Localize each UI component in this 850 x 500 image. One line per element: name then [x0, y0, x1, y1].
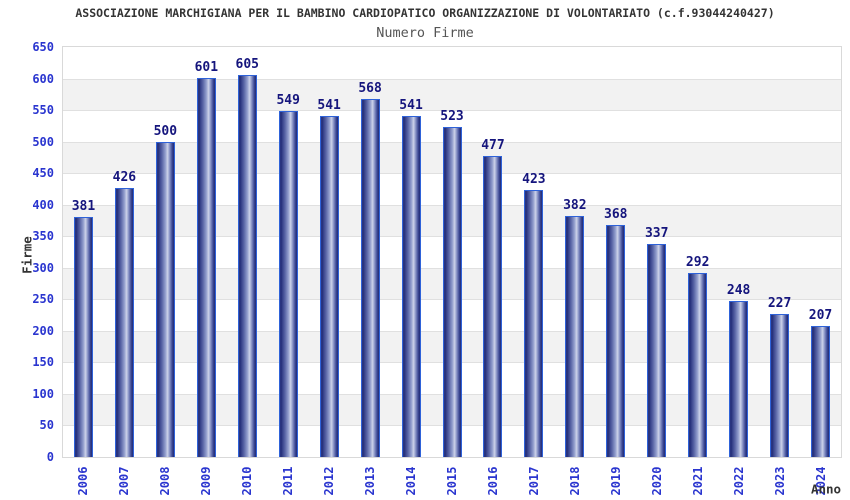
plot-band	[63, 78, 841, 111]
bar-2015	[442, 127, 462, 457]
x-tick-label: 2010	[240, 466, 255, 496]
gridline	[63, 78, 841, 80]
bar-2024	[811, 326, 831, 457]
bar-value-label: 382	[563, 198, 587, 214]
x-tick-label: 2007	[117, 466, 132, 496]
bar-value-label: 292	[685, 254, 710, 270]
bar-value-label: 248	[726, 282, 751, 298]
bar-2014	[401, 115, 421, 457]
y-tick-label: 100	[32, 386, 54, 401]
bar-2009	[196, 77, 216, 457]
bar-value-label: 549	[276, 92, 300, 108]
y-tick-label: 300	[32, 260, 54, 275]
y-tick-label: 550	[32, 103, 54, 118]
bar-value-label: 541	[317, 97, 341, 113]
bar-value-label: 568	[358, 80, 382, 96]
y-tick-label: 500	[32, 134, 54, 149]
y-tick-label: 250	[32, 292, 54, 307]
y-tick-label: 150	[32, 355, 54, 370]
x-tick-label: 2021	[690, 466, 705, 496]
chart-subtitle: Numero Firme	[376, 25, 474, 41]
y-tick-label: 450	[32, 166, 54, 181]
x-tick-label: 2008	[158, 466, 173, 496]
x-tick-label: 2015	[445, 466, 459, 496]
y-tick-label: 600	[32, 71, 54, 86]
bar-value-label: 337	[644, 226, 669, 242]
bar-value-label: 368	[604, 206, 628, 222]
x-tick-label: 2009	[199, 466, 214, 496]
bar-2022	[729, 300, 749, 457]
bar-value-label: 207	[808, 308, 833, 324]
bar-2013	[360, 98, 380, 457]
x-tick-label: 2023	[772, 466, 787, 496]
x-tick-label: 2019	[608, 466, 623, 496]
x-tick-label: 2022	[731, 466, 746, 496]
y-axis-title: Firme	[19, 236, 35, 274]
x-tick-label: 2018	[567, 466, 582, 496]
y-tick-label: 400	[32, 197, 54, 212]
bar-value-label: 500	[153, 123, 178, 139]
bar-2008	[155, 141, 175, 457]
x-axis-title: Anno	[810, 481, 842, 497]
bar-2006	[73, 216, 93, 457]
bar-value-label: 523	[440, 109, 464, 125]
plot-area: 381 426 500 601 605 549 541 568 541 523 477 423 382 3…	[62, 46, 842, 458]
bar-value-label: 541	[399, 97, 423, 113]
bar-2021	[688, 272, 708, 457]
chart-title: ASSOCIAZIONE MARCHIGIANA PER IL BAMBINO …	[75, 6, 775, 20]
x-tick-label: 2020	[649, 466, 664, 496]
y-tick-label: 650	[32, 40, 54, 54]
bar-value-label: 227	[767, 295, 792, 311]
bar-2007	[114, 188, 134, 457]
x-tick-label: 2016	[485, 466, 500, 496]
plot-band	[63, 47, 841, 79]
y-tick-label: 50	[39, 418, 54, 433]
bar-value-label: 426	[112, 170, 137, 186]
bar-2018	[565, 216, 585, 457]
x-tick-label: 2006	[76, 466, 91, 496]
bar-value-label: 601	[194, 59, 219, 75]
bar-value-label: 477	[481, 138, 505, 154]
bar-value-label: 381	[71, 198, 96, 214]
y-tick-label: 0	[46, 450, 54, 464]
bar-2012	[319, 115, 339, 457]
bar-2017	[524, 190, 544, 457]
x-tick-label: 2012	[322, 466, 337, 496]
x-tick-label: 2014	[404, 466, 419, 496]
bar-value-label: 605	[235, 57, 259, 73]
bar-2011	[278, 110, 298, 457]
y-tick-label: 200	[32, 323, 54, 338]
gridline	[63, 110, 841, 112]
bar-value-label: 423	[522, 172, 546, 188]
x-tick-label: 2017	[526, 466, 541, 496]
x-tick-label: 2013	[363, 466, 378, 496]
bar-2016	[483, 156, 503, 457]
bar-2010	[237, 75, 257, 457]
bar-2019	[606, 224, 626, 457]
x-tick-label: 2011	[281, 466, 296, 496]
bar-2020	[647, 244, 667, 457]
y-tick-label: 350	[32, 229, 54, 244]
bar-2023	[770, 313, 790, 457]
